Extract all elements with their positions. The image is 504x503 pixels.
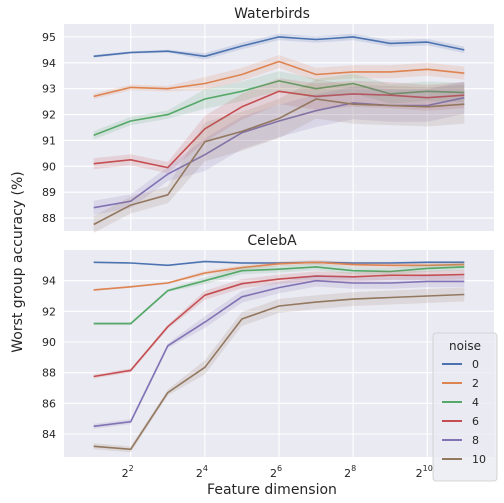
celeba-line-noise-4 [93,266,465,325]
waterbirds-y-tick-label: 93 [42,83,56,96]
celeba-line-noise-8 [93,279,465,428]
legend-label-noise-4: 4 [472,396,479,409]
waterbirds-panel: 88 89 90 91 92 93 94 95 [42,24,494,233]
legend-label-noise-0: 0 [472,358,479,371]
x-tick-label: 28 [344,464,356,480]
celeba-line-noise-6 [93,273,465,378]
y-axis-label: Worst group accuracy (%) [10,171,26,353]
celeba-y-tick-label: 90 [42,336,56,349]
waterbirds-y-tick-label: 95 [42,31,56,44]
waterbirds-band-noise-2 [93,55,465,100]
celeba-band-noise-2 [93,259,465,291]
waterbirds-line-noise-2 [93,60,465,98]
waterbirds-y-tick-label: 92 [42,109,56,122]
waterbirds-y-tick-label: 91 [42,134,56,147]
waterbirds-y-tick-label: 94 [42,57,56,70]
legend-label-noise-8: 8 [472,434,479,447]
waterbirds-line-noise-6 [93,90,465,169]
legend-label-noise-10: 10 [472,453,486,466]
x-tick-label: 210 [416,464,433,480]
celeba-line-noise-10 [93,293,465,451]
celeba-band-noise-4 [93,263,465,326]
x-axis-label: Feature dimension [207,482,337,498]
waterbirds-line-noise-4 [93,80,465,137]
waterbirds-y-tick-label: 88 [42,212,56,225]
legend-label-noise-2: 2 [472,377,479,390]
waterbirds-band-noise-6 [93,78,465,174]
celeba-y-tick-label: 88 [42,367,56,380]
celeba-title: CelebA [247,233,297,249]
x-tick-label: 22 [122,464,134,480]
legend-box [432,332,498,482]
celeba-y-tick-label: 94 [42,275,56,288]
waterbirds-line-noise-0 [93,36,465,58]
waterbirds-band-noise-8 [93,81,465,215]
waterbirds-y-tick-label: 90 [42,160,56,173]
legend-label-noise-6: 6 [472,415,479,428]
celeba-y-tick-label: 84 [42,428,56,441]
waterbirds-y-tick-label: 89 [42,186,56,199]
x-tick-label: 26 [270,464,282,480]
waterbirds-line-noise-10 [93,98,465,226]
legend-title: noise [449,339,481,353]
celeba-line-noise-2 [93,261,465,291]
waterbirds-band-noise-10 [93,79,465,233]
waterbirds-title: Waterbirds [234,6,310,22]
celeba-y-tick-label: 86 [42,397,56,410]
x-tick-label: 24 [196,464,208,480]
legend: noise 0 2 4 6 8 10 [432,332,498,482]
celeba-y-tick-label: 92 [42,305,56,318]
